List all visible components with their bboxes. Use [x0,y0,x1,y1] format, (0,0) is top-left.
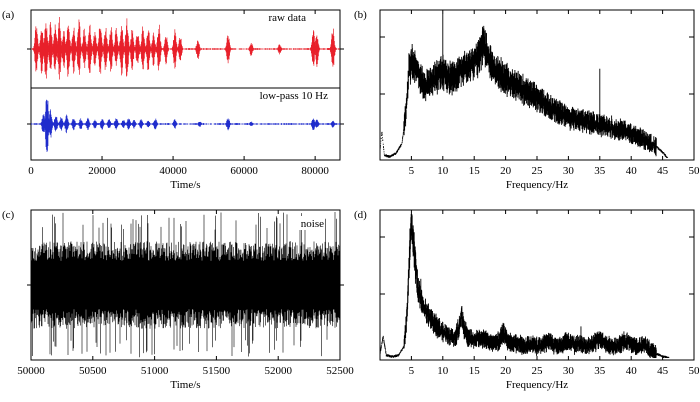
burst [247,43,255,56]
series-low-pass-baseline [30,123,341,125]
x-tick-label: 51500 [203,365,231,377]
x-tick-label: 10 [437,365,449,377]
annotation-raw-data: raw data [268,12,306,24]
x-tick-label: 30 [563,365,575,377]
annotation-noise: noise [301,218,324,230]
series-spectrum-d [379,214,670,358]
x-tick-label: 50000 [17,365,45,377]
burst [276,44,283,55]
burst [162,37,170,65]
x-tick-label: 45 [657,365,669,377]
x-axis-label: Time/s [170,379,200,391]
series-low-pass [30,99,341,152]
x-axis-d: 5 10 15 20 25 30 35 40 45 50 Frequency/Hz [409,210,700,391]
x-tick-label: 5 [409,365,415,377]
burst [176,37,184,61]
burst [98,119,106,130]
x-axis-label: Frequency/Hz [506,379,568,391]
x-tick-label: 35 [594,165,606,177]
x-axis-label: Frequency/Hz [506,179,568,191]
burst [84,117,92,130]
x-tick-label: 45 [657,165,669,177]
x-tick-label: 15 [469,365,481,377]
x-tick-label: 50 [689,365,700,377]
x-axis-c: 50000 50500 51000 51500 52000 52500 Time/s [17,210,354,391]
burst [144,120,152,128]
burst [329,120,337,128]
annotation-low-pass: low-pass 10 Hz [260,90,329,102]
burst [137,119,145,129]
x-tick-label: 40 [626,165,638,177]
x-tick-label: 20 [500,165,512,177]
burst [91,119,99,129]
burst [247,121,255,127]
burst [313,119,321,128]
x-tick-label: 52500 [326,365,354,377]
burst [329,28,337,67]
x-axis-label: Time/s [170,179,200,191]
burst [224,35,232,64]
annotation-bg [290,216,320,230]
burst [130,119,138,129]
x-tick-label: 30 [563,165,575,177]
burst [196,121,204,127]
burst [313,35,321,67]
burst [75,19,83,75]
burst [118,26,125,76]
x-tick-label: 10 [437,165,449,177]
burst [47,21,54,70]
burst [139,26,147,70]
spectrum-trace [379,25,669,158]
burst [77,118,85,130]
burst [96,28,104,74]
x-tick-label: 80000 [301,165,329,177]
burst [224,118,232,131]
burst [194,40,202,59]
x-tick-label: 40 [626,365,638,377]
series-spectrum-b [379,14,669,158]
x-axis-a: 0 20000 40000 60000 80000 Time/s [28,10,329,191]
burst [64,25,72,77]
x-tick-label: 20000 [88,165,116,177]
burst [151,118,159,130]
burst [105,119,113,129]
panel-a-frame [30,9,341,161]
burst [123,18,131,77]
x-tick-label: 15 [469,165,481,177]
x-tick-label: 51000 [141,365,169,377]
spectrum-trace [379,214,670,358]
burst [171,119,179,129]
x-tick-label: 60000 [230,165,258,177]
burst [155,24,163,71]
x-tick-label: 52000 [264,365,292,377]
panel-label-a: (a) [2,9,15,21]
x-tick-label: 5 [409,165,415,177]
panel-label-c: (c) [2,209,15,221]
burst [112,28,120,66]
x-tick-label: 20 [500,365,512,377]
noise-trace [31,212,340,358]
series-raw-data [30,16,341,80]
burst [70,27,77,74]
x-tick-label: 25 [532,365,544,377]
x-tick-label: 25 [532,165,544,177]
x-tick-label: 0 [28,165,34,177]
burst [144,30,152,70]
burst [70,118,77,131]
x-tick-label: 35 [594,365,606,377]
series-noise [31,212,340,358]
x-tick-label: 50500 [79,365,107,377]
panel-label-b: (b) [354,9,367,21]
burst [63,114,70,134]
x-tick-label: 40000 [159,165,187,177]
burst [112,118,120,130]
x-axis-b: 5 10 15 20 25 30 35 40 45 50 Frequency/Hz [409,10,700,191]
x-tick-label: 50 [689,165,700,177]
panel-label-d: (d) [354,209,367,221]
